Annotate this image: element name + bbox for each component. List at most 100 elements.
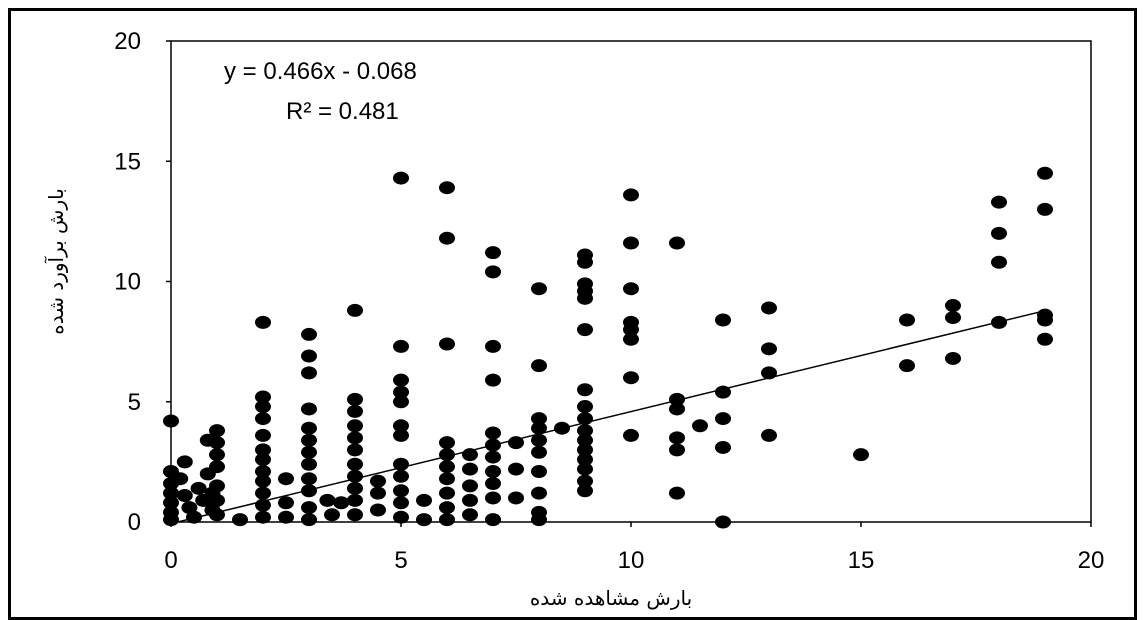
- data-point: [255, 428, 271, 442]
- x-tick-label: 20: [1078, 547, 1105, 574]
- data-point: [301, 445, 317, 459]
- data-point: [485, 265, 501, 279]
- data-point: [531, 486, 547, 500]
- data-point: [669, 443, 685, 457]
- data-point: [508, 462, 524, 476]
- data-point: [393, 510, 409, 524]
- data-point: [232, 513, 248, 527]
- data-point: [176, 455, 193, 469]
- data-point: [393, 457, 409, 471]
- data-point: [255, 412, 271, 426]
- data-point: [991, 195, 1007, 209]
- data-point: [439, 486, 455, 500]
- data-point: [370, 474, 386, 488]
- data-point: [393, 171, 409, 185]
- data-point: [508, 491, 524, 505]
- data-point: [945, 299, 961, 313]
- data-point: [761, 342, 777, 356]
- data-point: [1037, 202, 1053, 216]
- data-point: [439, 513, 455, 527]
- data-point: [531, 464, 547, 478]
- data-point: [439, 231, 455, 245]
- data-point: [163, 486, 179, 500]
- data-point: [577, 443, 593, 457]
- data-point: [393, 496, 409, 510]
- data-point: [416, 493, 432, 507]
- data-point: [301, 433, 317, 447]
- data-point: [485, 438, 501, 452]
- data-point: [577, 424, 593, 438]
- data-point: [393, 419, 409, 433]
- data-point: [531, 421, 547, 435]
- data-point: [485, 477, 501, 491]
- data-point: [669, 392, 685, 406]
- x-tick-label: 0: [164, 547, 177, 574]
- data-point: [991, 315, 1007, 329]
- data-point: [209, 479, 225, 493]
- data-point: [393, 339, 409, 353]
- data-point: [439, 337, 455, 351]
- annotations: y = 0.466x - 0.068 R² = 0.481: [224, 58, 417, 125]
- data-point: [163, 414, 179, 428]
- data-point: [1037, 166, 1053, 180]
- data-point: [324, 508, 340, 522]
- data-point: [255, 486, 271, 500]
- y-tick-label: 5: [128, 389, 141, 416]
- data-point: [255, 474, 271, 488]
- data-point: [485, 464, 501, 478]
- data-point: [945, 351, 961, 365]
- data-point: [416, 513, 432, 527]
- data-point: [255, 443, 271, 457]
- data-point: [485, 373, 501, 387]
- data-point: [172, 472, 189, 486]
- data-point: [393, 469, 409, 483]
- data-point: [393, 373, 409, 387]
- data-point: [531, 412, 547, 426]
- data-point: [623, 236, 639, 250]
- data-point: [577, 452, 593, 466]
- data-point: [301, 366, 317, 380]
- data-point: [485, 339, 501, 353]
- data-point: [255, 510, 271, 524]
- data-point: [209, 460, 225, 474]
- data-point: [163, 513, 179, 527]
- trendline: [170, 309, 1046, 525]
- data-point: [347, 508, 363, 522]
- data-point: [370, 486, 386, 500]
- data-point: [255, 498, 271, 512]
- trendline-layer: [170, 309, 1046, 525]
- data-point: [347, 419, 363, 433]
- data-point: [531, 282, 547, 296]
- data-point: [577, 255, 593, 269]
- data-point: [462, 462, 478, 476]
- data-point: [301, 457, 317, 471]
- data-point: [439, 448, 455, 462]
- data-point: [991, 255, 1007, 269]
- data-point: [301, 327, 317, 341]
- data-point: [301, 484, 317, 498]
- data-point: [301, 472, 317, 486]
- data-point: [577, 484, 593, 498]
- y-tick-label: 15: [114, 148, 141, 175]
- data-point: [623, 428, 639, 442]
- data-point: [333, 496, 350, 510]
- data-point: [278, 496, 294, 510]
- data-point: [347, 431, 363, 445]
- data-point: [255, 390, 271, 404]
- data-point: [531, 445, 547, 459]
- data-point: [623, 323, 639, 337]
- data-point: [255, 464, 271, 478]
- y-tick-label: 20: [114, 28, 141, 55]
- data-point: [347, 303, 363, 317]
- data-point: [692, 419, 708, 433]
- data-point: [485, 450, 501, 464]
- data-point: [462, 448, 478, 462]
- x-tick-label: 5: [394, 547, 407, 574]
- data-point: [991, 226, 1007, 240]
- data-point: [531, 513, 547, 527]
- data-point: [899, 359, 915, 373]
- data-point: [255, 452, 271, 466]
- data-point: [347, 481, 363, 495]
- data-point: [347, 457, 363, 471]
- data-point: [669, 431, 685, 445]
